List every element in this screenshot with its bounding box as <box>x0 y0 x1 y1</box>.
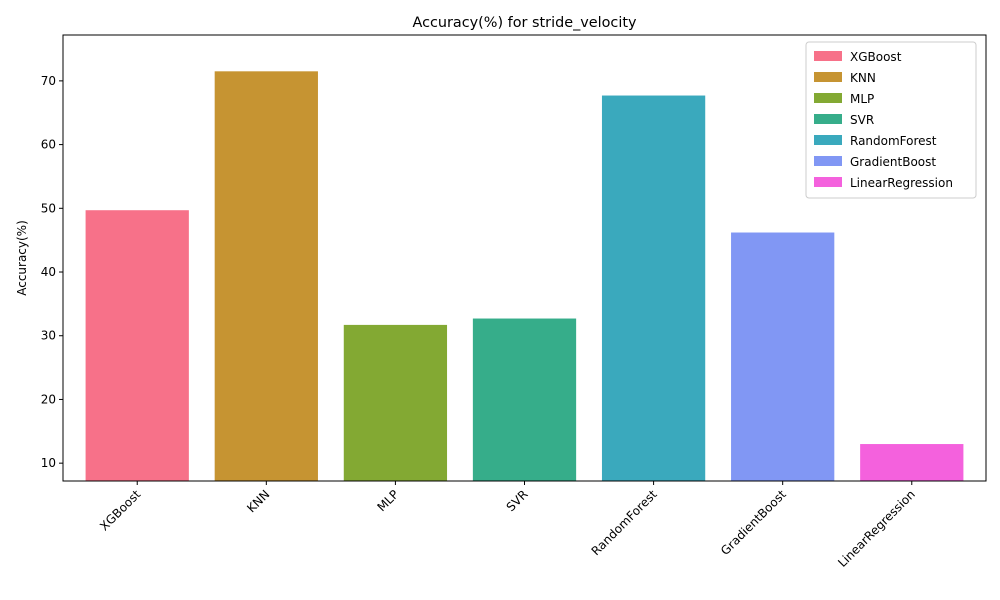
x-tick-label: KNN <box>244 487 272 515</box>
y-tick-label: 40 <box>41 265 56 279</box>
bar-mlp <box>343 324 448 481</box>
x-axis-ticks: XGBoost KNN MLP SVR RandomForest GradientBoos… <box>97 481 918 570</box>
legend-label-mlp: MLP <box>850 92 874 106</box>
y-tick-label: 50 <box>41 201 56 215</box>
bar-gradientboost <box>731 232 835 481</box>
chart-title: Accuracy(%) for stride_velocity <box>412 15 637 31</box>
legend-swatch-knn <box>814 72 842 82</box>
x-tick-label: RandomForest <box>589 487 660 558</box>
y-tick-label: 70 <box>41 74 56 88</box>
y-tick-label: 10 <box>41 456 56 470</box>
bars-group <box>85 71 964 482</box>
bar-linearregression <box>860 444 964 481</box>
legend-box <box>805 41 977 199</box>
y-tick-label: 60 <box>41 138 56 152</box>
legend-swatch-linearregression <box>814 177 842 187</box>
x-tick-label: SVR <box>504 487 531 514</box>
legend: XGBoost KNN MLP SVR RandomForest GradientBoos… <box>805 41 977 199</box>
y-tick-label: 20 <box>41 392 56 406</box>
legend-swatch-randomforest <box>814 135 842 145</box>
legend-label-linearregression: LinearRegression <box>850 176 953 190</box>
bar-xgboost <box>85 210 189 481</box>
bar-knn <box>214 71 318 482</box>
legend-swatch-svr <box>814 114 842 124</box>
legend-swatch-xgboost <box>814 51 842 61</box>
legend-label-xgboost: XGBoost <box>850 50 902 64</box>
y-axis-label: Accuracy(%) <box>15 220 29 296</box>
bar-randomforest <box>601 95 706 482</box>
legend-label-randomforest: RandomForest <box>850 134 937 148</box>
x-tick-label: LinearRegression <box>835 487 918 570</box>
bar-svr <box>472 318 577 481</box>
x-tick-label: MLP <box>374 487 401 514</box>
x-tick-label: XGBoost <box>97 487 143 533</box>
y-axis-ticks: 10 20 30 40 50 60 70 <box>41 74 63 470</box>
x-tick-label: GradientBoost <box>718 487 789 558</box>
legend-label-knn: KNN <box>850 71 876 85</box>
plot-frame <box>62 34 987 482</box>
legend-label-gradientboost: GradientBoost <box>850 155 936 169</box>
legend-label-svr: SVR <box>850 113 874 127</box>
y-tick-label: 30 <box>41 329 56 343</box>
legend-swatch-mlp <box>814 93 842 103</box>
legend-swatch-gradientboost <box>814 156 842 166</box>
